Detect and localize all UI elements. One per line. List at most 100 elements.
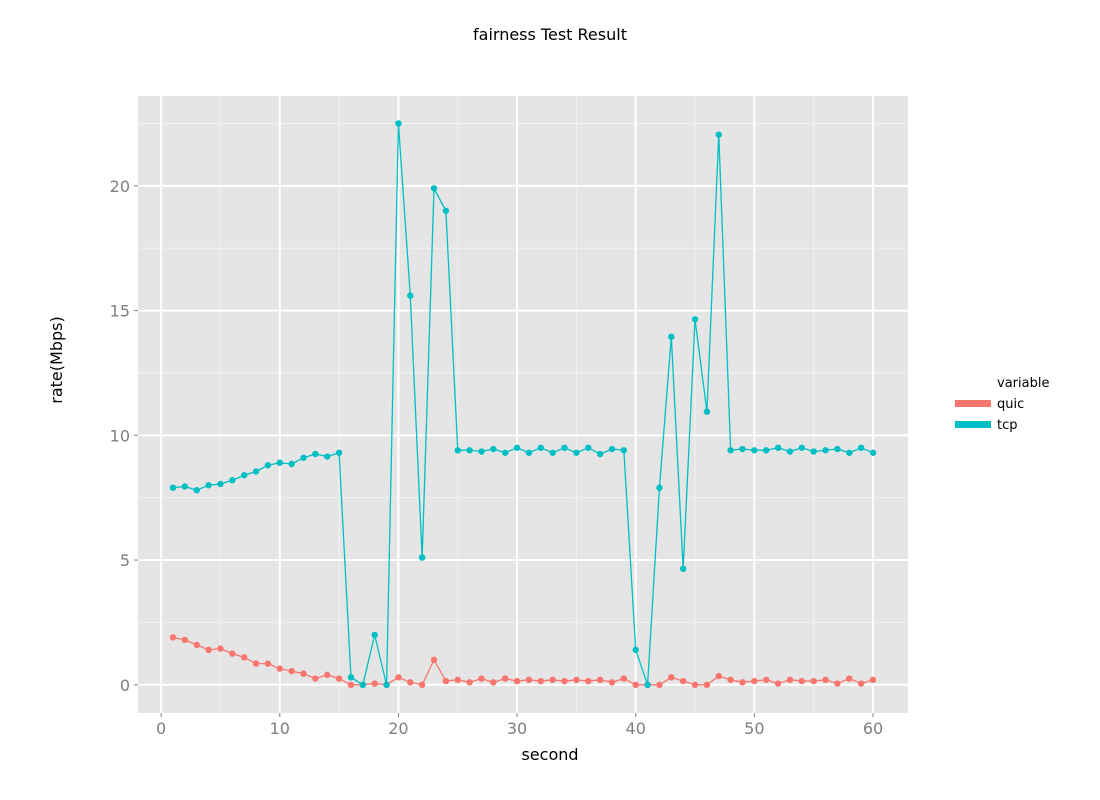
point-tcp (395, 120, 402, 127)
point-quic (217, 645, 224, 652)
y-tick-label: 20 (110, 177, 130, 196)
chart-title: fairness Test Result (473, 25, 627, 44)
point-tcp (407, 292, 414, 299)
point-quic (466, 679, 473, 686)
point-quic (240, 654, 248, 661)
point-quic (418, 681, 426, 689)
point-quic (252, 660, 260, 667)
point-tcp (252, 468, 260, 475)
x-tick-label: 20 (388, 719, 408, 738)
point-tcp (383, 681, 390, 689)
point-quic (561, 677, 568, 685)
point-tcp (585, 444, 592, 451)
point-quic (620, 675, 628, 682)
x-axis-title: second (521, 745, 578, 764)
point-quic (229, 650, 236, 657)
point-quic (502, 675, 509, 682)
point-tcp (668, 333, 675, 340)
point-quic (205, 646, 212, 654)
x-axis-ticks: 0 10 20 30 40 50 60 (156, 713, 883, 738)
point-tcp (229, 477, 236, 484)
point-tcp (300, 454, 307, 461)
point-tcp (205, 482, 212, 489)
point-tcp (608, 445, 616, 453)
point-quic (751, 677, 758, 685)
point-tcp (549, 449, 556, 456)
grid-major (138, 96, 908, 713)
point-tcp (478, 448, 485, 455)
point-tcp (442, 207, 450, 214)
point-tcp (371, 631, 378, 639)
point-tcp (288, 460, 295, 468)
point-tcp (217, 480, 224, 488)
y-axis-title: rate(Mbps) (47, 316, 66, 403)
point-quic (395, 674, 402, 681)
point-quic (798, 677, 806, 685)
point-tcp (513, 444, 521, 451)
point-quic (335, 675, 343, 682)
point-quic (774, 680, 782, 687)
point-tcp (193, 487, 200, 494)
point-quic (703, 681, 711, 689)
point-tcp (679, 565, 687, 572)
point-quic (727, 676, 734, 684)
point-tcp (774, 444, 782, 451)
point-tcp (324, 453, 331, 460)
y-tick-label: 5 (120, 551, 130, 570)
point-tcp (169, 484, 177, 491)
point-tcp (857, 444, 865, 451)
point-quic (430, 656, 438, 664)
point-tcp (846, 449, 853, 456)
point-tcp (727, 447, 734, 454)
point-quic (869, 676, 877, 684)
point-tcp (763, 447, 770, 454)
point-quic (407, 679, 414, 686)
point-tcp (454, 447, 461, 454)
point-tcp (264, 462, 272, 469)
legend: variable quic tcp (955, 376, 1049, 433)
point-quic (513, 677, 521, 685)
point-tcp (656, 484, 663, 491)
point-quic (312, 675, 319, 682)
point-quic (181, 636, 189, 644)
y-axis-ticks: 0 5 10 15 20 (110, 177, 138, 695)
point-quic (846, 675, 853, 682)
point-quic (679, 677, 687, 685)
point-quic (810, 677, 817, 685)
y-tick-label: 0 (120, 676, 130, 695)
point-quic (715, 672, 722, 680)
x-tick-label: 50 (744, 719, 764, 738)
point-quic (442, 677, 450, 685)
point-tcp (620, 447, 628, 454)
point-quic (632, 681, 639, 689)
plot-panel (138, 96, 908, 713)
point-tcp (347, 674, 355, 681)
point-tcp (525, 449, 533, 456)
point-quic (822, 676, 829, 684)
x-tick-label: 10 (270, 719, 290, 738)
point-quic (691, 681, 699, 689)
point-tcp (573, 449, 580, 456)
point-tcp (240, 472, 248, 479)
point-quic (454, 676, 461, 684)
x-tick-label: 30 (507, 719, 527, 738)
legend-swatch-quic (955, 400, 991, 407)
x-tick-label: 40 (626, 719, 646, 738)
point-tcp (691, 316, 699, 323)
point-tcp (561, 444, 568, 451)
point-quic (324, 671, 331, 679)
point-tcp (810, 448, 817, 455)
y-tick-label: 10 (110, 426, 130, 445)
point-quic (763, 676, 770, 684)
point-quic (490, 679, 497, 686)
point-tcp (502, 449, 509, 456)
point-tcp (798, 444, 806, 451)
point-tcp (276, 459, 283, 466)
point-tcp (751, 447, 758, 454)
point-quic (264, 660, 272, 667)
point-tcp (644, 681, 651, 689)
point-quic (739, 679, 746, 686)
point-quic (834, 680, 841, 687)
point-quic (276, 665, 283, 672)
